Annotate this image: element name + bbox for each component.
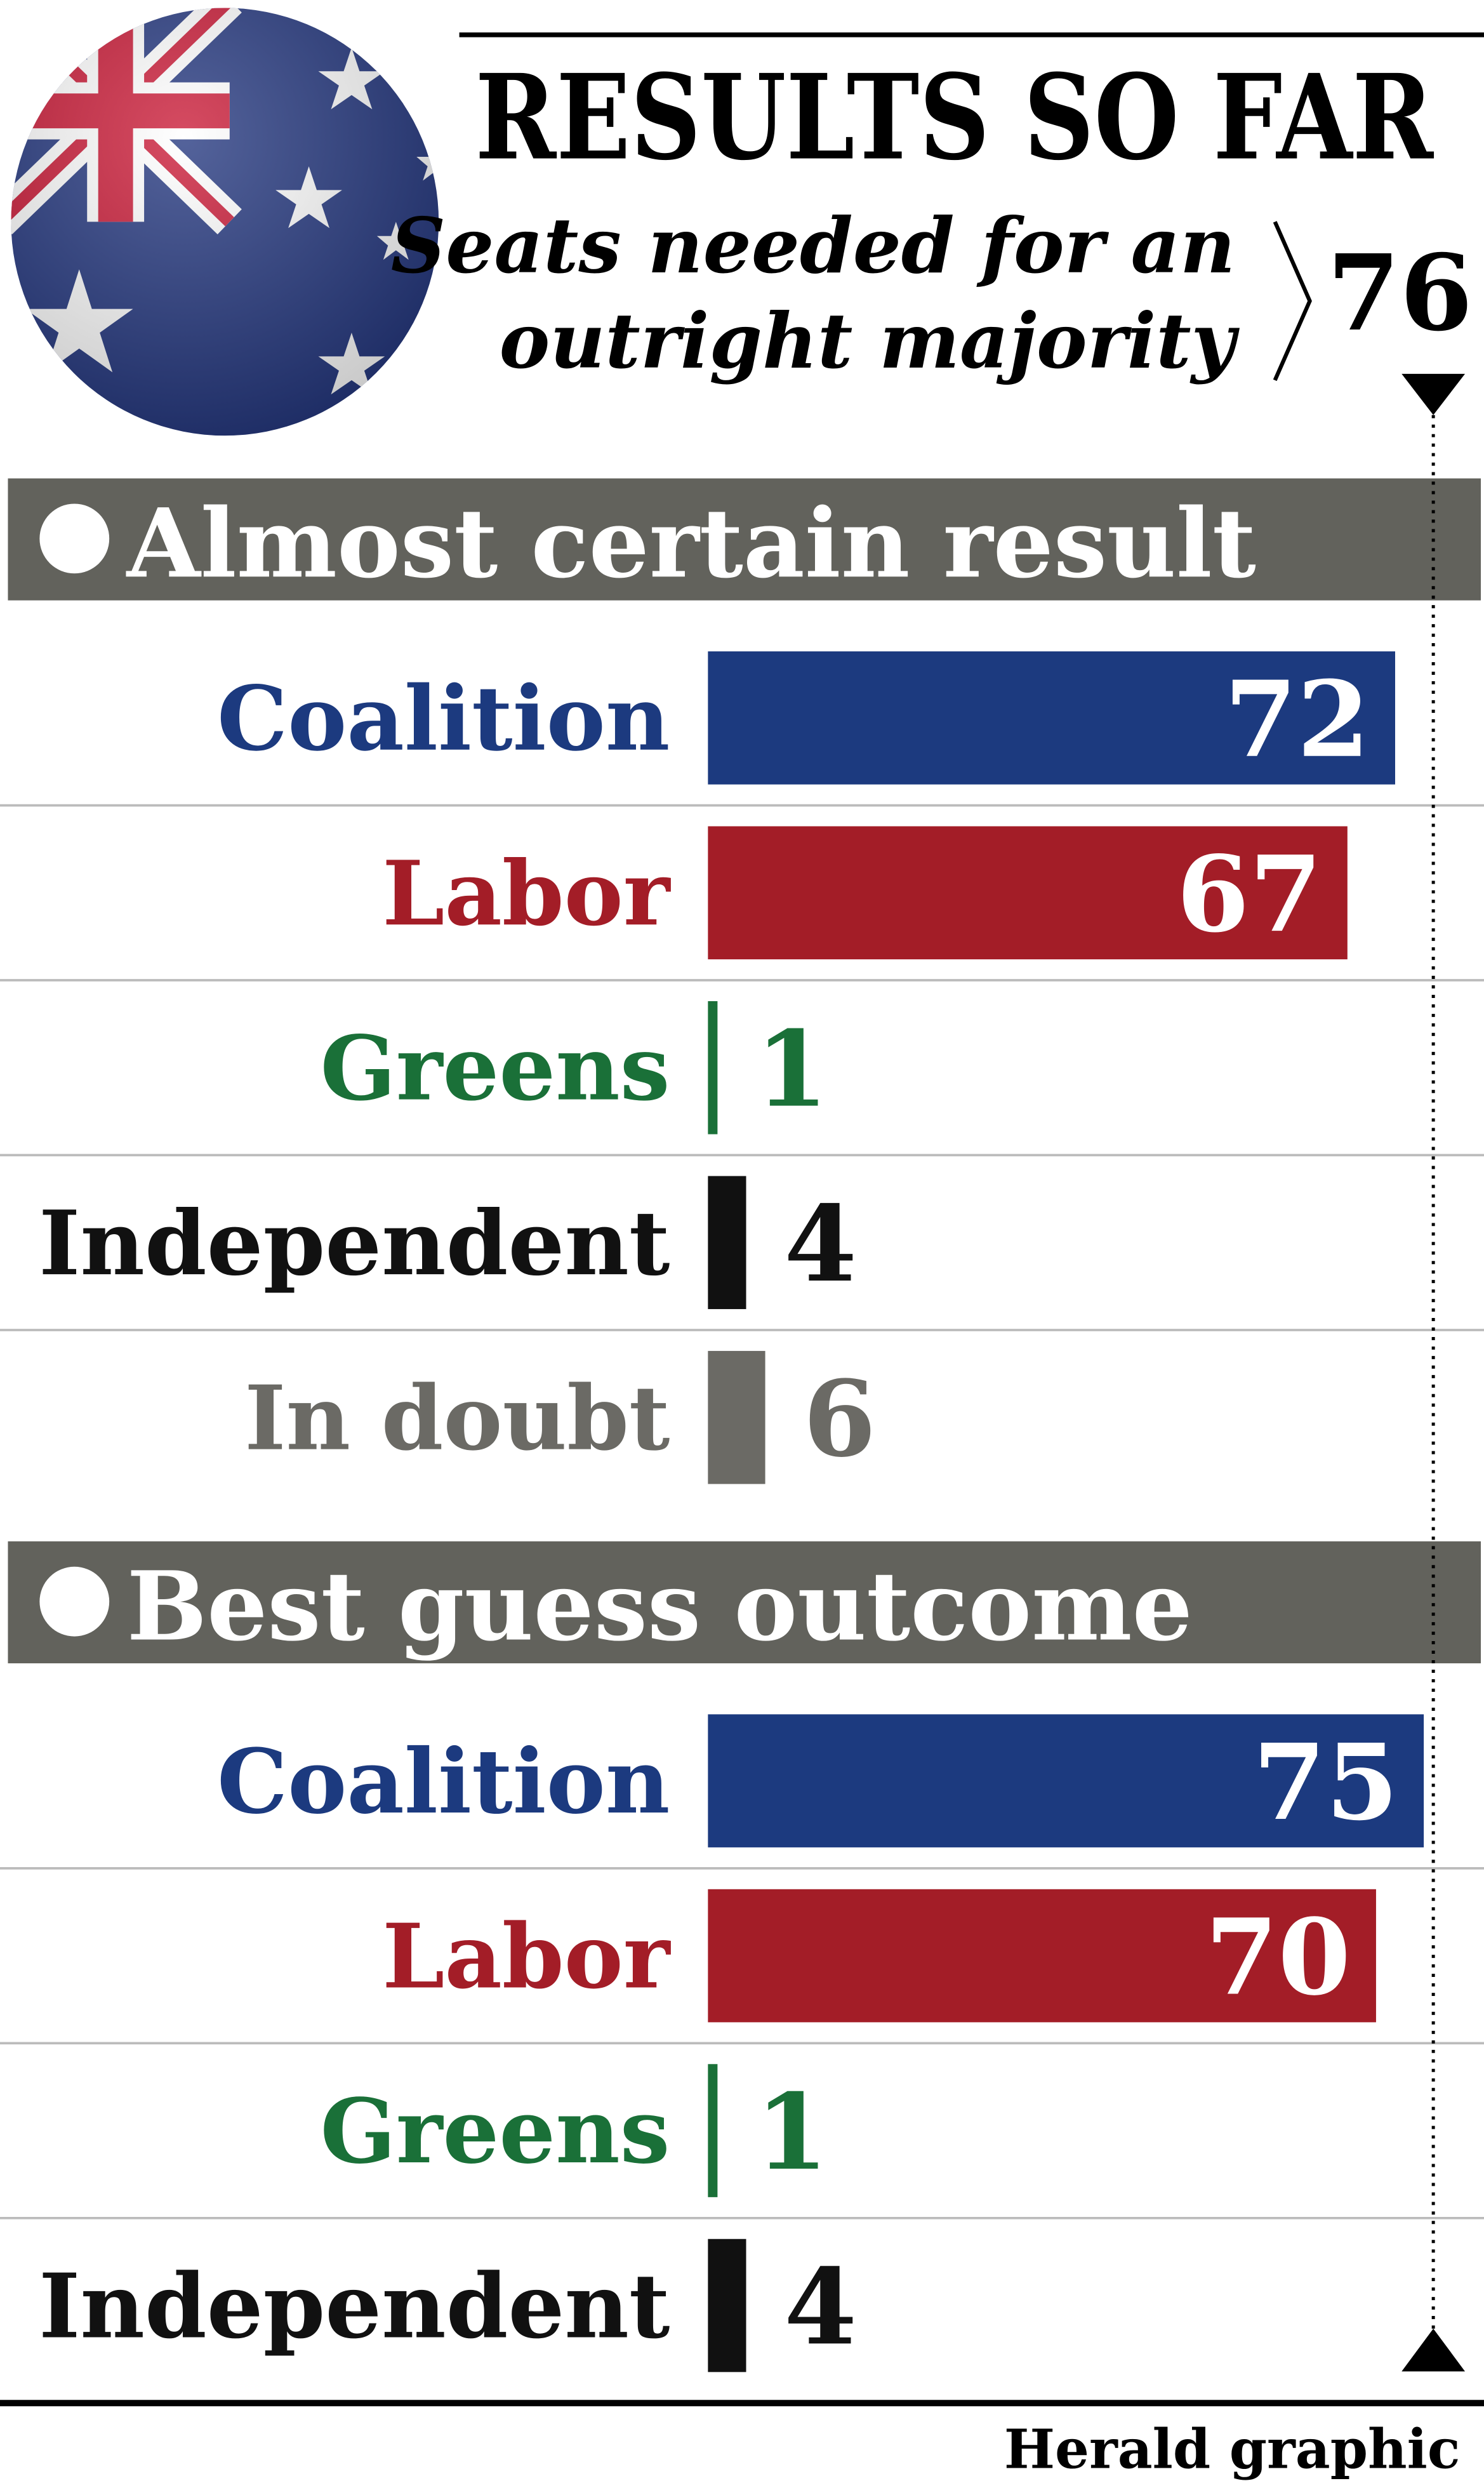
category-label: Independent [39, 1191, 670, 1295]
value-label: 6 [803, 1357, 876, 1480]
value-label: 72 [1224, 658, 1370, 781]
subtitle-line: outright majority [499, 297, 1240, 386]
bar [708, 651, 1396, 785]
section-bullet [39, 503, 110, 574]
source: Herald graphic [1004, 2418, 1461, 2482]
category-label: Labor [382, 1905, 672, 2009]
title: RESULTS SO FAR [475, 49, 1434, 187]
bar [708, 1889, 1376, 2023]
category-label: Labor [382, 841, 672, 945]
section-header [8, 1541, 1481, 1663]
value-label: 4 [784, 2245, 857, 2368]
bar [708, 1001, 718, 1134]
bar [708, 2239, 746, 2372]
category-label: Greens [321, 2079, 670, 2183]
section-header [8, 478, 1481, 601]
subtitle-line: Seats needed for an [391, 202, 1235, 291]
bar [708, 826, 1348, 960]
value-label: 70 [1205, 1895, 1351, 2018]
majority-arrow-top [1401, 373, 1466, 415]
bar [708, 2064, 718, 2197]
category-label: Greens [321, 1016, 670, 1121]
category-label: In doubt [244, 1366, 670, 1470]
bar [708, 1176, 746, 1310]
category-label: Independent [39, 2254, 670, 2358]
majority-arrow-bottom [1401, 2328, 1466, 2372]
value-label: 67 [1177, 832, 1322, 955]
value-label: 1 [755, 2070, 828, 2193]
majority-label: 76 [1327, 231, 1473, 354]
bracket [1273, 221, 1312, 382]
value-label: 1 [755, 1008, 828, 1131]
category-label: Coalition [217, 1729, 670, 1833]
bar [708, 1714, 1424, 1847]
section-bullet [39, 1566, 110, 1637]
section-title: Best guess outcome [127, 1551, 1193, 1663]
bar [708, 1350, 765, 1484]
section-title: Almost certain result [126, 488, 1256, 599]
value-label: 4 [784, 1182, 857, 1305]
category-label: Coalition [217, 667, 670, 771]
value-label: 75 [1253, 1720, 1398, 1844]
